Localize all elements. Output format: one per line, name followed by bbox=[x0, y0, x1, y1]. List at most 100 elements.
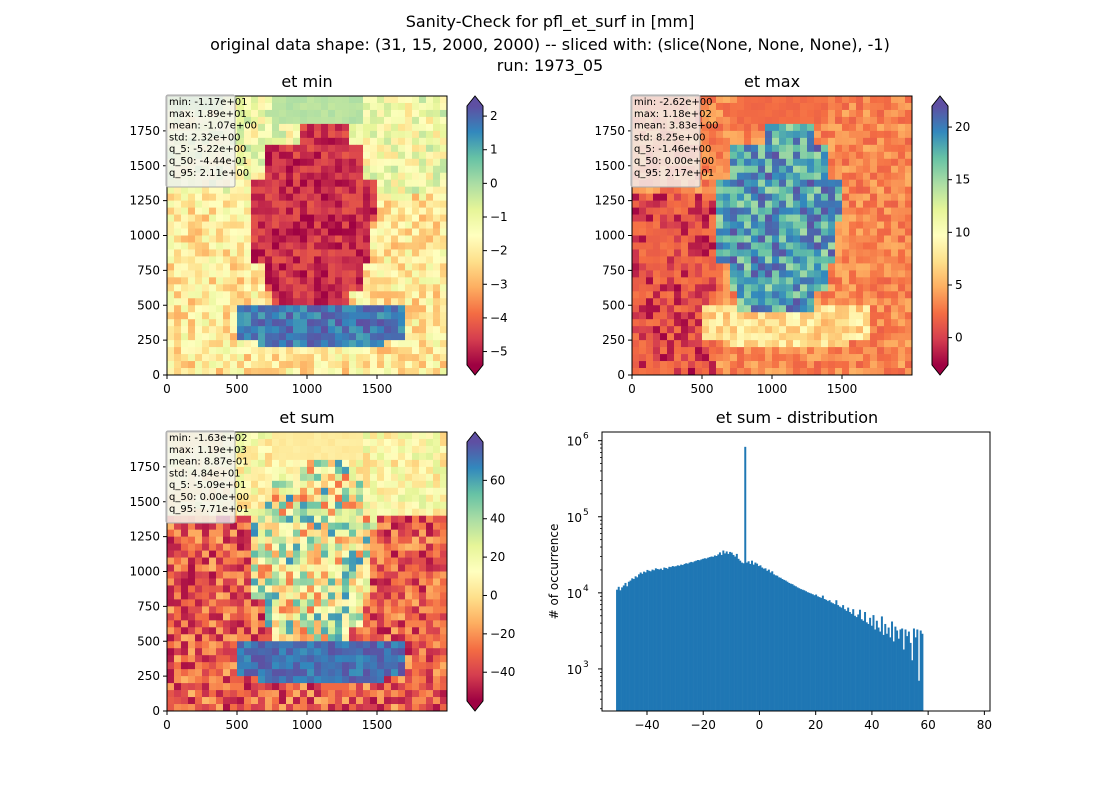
heatmap-cell bbox=[793, 298, 801, 306]
heatmap-cell bbox=[314, 655, 322, 663]
heatmap-cell bbox=[209, 683, 217, 691]
heatmap-cell bbox=[779, 291, 787, 299]
heatmap-cell bbox=[828, 186, 836, 194]
heatmap-cell bbox=[426, 186, 434, 194]
y-tick-label: 1000 bbox=[129, 229, 160, 243]
heatmap-cell bbox=[181, 662, 189, 670]
heatmap-cell bbox=[695, 186, 703, 194]
heatmap-cell bbox=[237, 207, 245, 215]
heatmap-cell bbox=[265, 452, 273, 461]
heatmap-cell bbox=[293, 585, 301, 593]
heatmap-cell bbox=[398, 683, 406, 691]
heatmap-cell bbox=[653, 270, 661, 278]
heatmap-cell bbox=[300, 494, 308, 503]
heatmap-cell bbox=[405, 102, 413, 111]
heatmap-cell bbox=[244, 249, 252, 257]
heatmap-cell bbox=[188, 200, 196, 208]
heatmap-cell bbox=[356, 319, 364, 327]
heatmap-cell bbox=[181, 284, 189, 292]
heatmap-cell bbox=[660, 312, 668, 320]
heatmap-cell bbox=[328, 634, 336, 642]
heatmap-cell bbox=[863, 270, 871, 278]
heatmap-cell bbox=[412, 214, 420, 222]
heatmap-cell bbox=[195, 228, 203, 236]
heatmap-cell bbox=[335, 585, 343, 593]
heatmap-cell bbox=[646, 214, 654, 222]
histogram-bar bbox=[646, 569, 649, 711]
heatmap-cell bbox=[286, 585, 294, 593]
heatmap-cell bbox=[202, 368, 210, 376]
heatmap-cell bbox=[842, 179, 850, 188]
heatmap-cell bbox=[188, 655, 196, 663]
heatmap-cell bbox=[258, 277, 266, 285]
heatmap-cell bbox=[412, 298, 420, 306]
heatmap-cell bbox=[258, 221, 266, 229]
heatmap-cell bbox=[842, 263, 850, 271]
heatmap-cell bbox=[870, 291, 878, 299]
heatmap-cell bbox=[814, 193, 822, 201]
heatmap-cell bbox=[279, 165, 287, 174]
heatmap-cell bbox=[398, 550, 406, 558]
heatmap-cell bbox=[737, 242, 745, 250]
heatmap-cell bbox=[821, 193, 829, 201]
heatmap-cell bbox=[181, 564, 189, 572]
heatmap-cell bbox=[223, 249, 231, 257]
heatmap-cell bbox=[195, 676, 203, 684]
colorbar-tick-label: −3 bbox=[490, 277, 508, 291]
stats-line: q_95: 2.11e+00 bbox=[169, 168, 249, 179]
heatmap-cell bbox=[779, 319, 787, 327]
heatmap-cell bbox=[363, 200, 371, 208]
heatmap-cell bbox=[440, 620, 448, 628]
heatmap-cell bbox=[307, 361, 315, 369]
colorbar-et-min: 210−1−2−3−4−5 bbox=[466, 95, 508, 376]
heatmap-cell bbox=[772, 340, 780, 348]
heatmap-cell bbox=[237, 564, 245, 572]
heatmap-cell bbox=[786, 256, 794, 264]
heatmap-cell bbox=[370, 480, 378, 489]
heatmap-cell bbox=[398, 501, 406, 510]
heatmap-cell bbox=[230, 690, 238, 698]
heatmap-cell bbox=[209, 592, 217, 600]
heatmap-cell bbox=[286, 158, 294, 167]
heatmap-cell bbox=[202, 263, 210, 271]
heatmap-cell bbox=[398, 116, 406, 125]
heatmap-cell bbox=[828, 354, 836, 362]
heatmap-cell bbox=[849, 172, 857, 181]
heatmap-cell bbox=[898, 214, 906, 222]
heatmap-cell bbox=[335, 648, 343, 656]
heatmap-cell bbox=[821, 277, 829, 285]
heatmap-cell bbox=[426, 298, 434, 306]
heatmap-cell bbox=[891, 102, 899, 111]
heatmap-cell bbox=[391, 613, 399, 621]
heatmap-cell bbox=[272, 291, 280, 299]
heatmap-cell bbox=[674, 200, 682, 208]
heatmap-cell bbox=[209, 676, 217, 684]
heatmap-cell bbox=[188, 193, 196, 201]
heatmap-cell bbox=[758, 221, 766, 229]
heatmap-cell bbox=[391, 697, 399, 705]
heatmap-cell bbox=[230, 648, 238, 656]
heatmap-cell bbox=[258, 249, 266, 257]
heatmap-cell bbox=[307, 326, 315, 334]
heatmap-cell bbox=[384, 123, 392, 132]
heatmap-cell bbox=[188, 522, 196, 530]
heatmap-cell bbox=[314, 151, 322, 160]
heatmap-cell bbox=[307, 109, 315, 118]
heatmap-cell bbox=[419, 606, 427, 614]
heatmap-cell bbox=[293, 172, 301, 181]
heatmap-cell bbox=[307, 312, 315, 320]
heatmap-cell bbox=[293, 676, 301, 684]
heatmap-cell bbox=[723, 242, 731, 250]
heatmap-cell bbox=[849, 361, 857, 369]
heatmap-cell bbox=[433, 284, 441, 292]
heatmap-cell bbox=[335, 172, 343, 181]
heatmap-cell bbox=[321, 186, 329, 194]
heatmap-cell bbox=[391, 690, 399, 698]
heatmap-cell bbox=[779, 179, 787, 188]
heatmap-cell bbox=[779, 270, 787, 278]
heatmap-cell bbox=[842, 347, 850, 355]
heatmap-cell bbox=[870, 312, 878, 320]
heatmap-cell bbox=[807, 137, 815, 146]
heatmap-cell bbox=[279, 550, 287, 558]
heatmap-cell bbox=[356, 613, 364, 621]
